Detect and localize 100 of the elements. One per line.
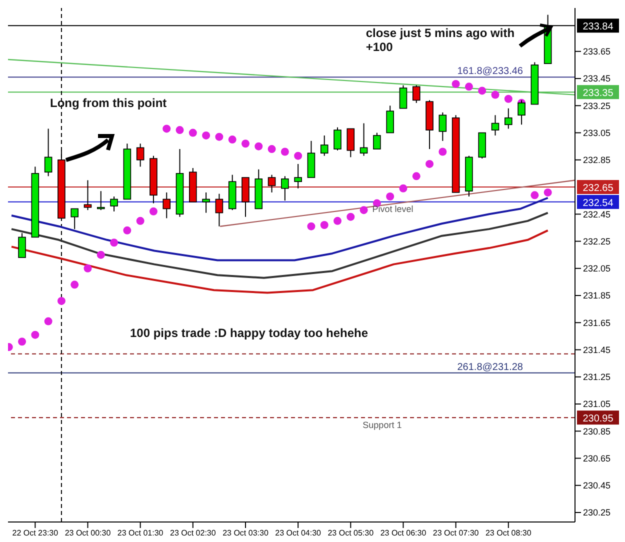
y-tick-label: 231.45	[583, 344, 611, 355]
x-tick-label: 23 Oct 07:30	[432, 528, 480, 538]
candlestick	[162, 192, 171, 219]
ref-line-label: 232.65	[582, 183, 614, 194]
ref-line-label: 230.95	[582, 414, 614, 425]
y-tick-label: 232.85	[583, 155, 611, 166]
y-tick-label: 232.45	[583, 209, 611, 220]
ref-line-label: 233.84	[582, 22, 614, 33]
point	[334, 216, 342, 225]
candlestick	[84, 180, 92, 211]
point	[530, 191, 539, 200]
y-tick-label: 230.85	[583, 426, 611, 436]
x-tick-label: 23 Oct 03:30	[222, 528, 269, 538]
point	[188, 128, 197, 137]
point	[18, 338, 26, 346]
point	[241, 140, 250, 148]
point	[544, 188, 552, 196]
y-tick-label: 231.05	[583, 399, 611, 410]
y-tick-label: 233.45	[583, 74, 611, 84]
ref-line-label: 161.8@233.46	[457, 66, 524, 78]
point	[162, 124, 171, 133]
candlestick	[96, 190, 105, 211]
point	[123, 226, 132, 234]
x-tick-label: 23 Oct 06:30	[380, 528, 427, 538]
point	[268, 145, 276, 154]
y-tick-label: 231.25	[583, 372, 611, 382]
point	[399, 184, 408, 192]
candlestick	[412, 84, 420, 104]
point	[228, 136, 236, 144]
candlestick	[281, 176, 289, 202]
point	[412, 172, 420, 180]
point	[96, 250, 105, 259]
point	[386, 192, 394, 201]
annotation: Long from this point	[50, 96, 168, 110]
candlestick	[386, 105, 394, 134]
x-tick-label: 23 Oct 04:30	[275, 528, 322, 538]
x-tick-label: 23 Oct 00:30	[64, 528, 112, 538]
ref-line-label: 261.8@231.28	[457, 362, 524, 373]
candlestick	[504, 108, 512, 130]
point	[346, 212, 355, 221]
candlestick	[491, 114, 500, 136]
ref-line-label: 233.35	[582, 88, 614, 100]
y-tick-label: 230.65	[583, 453, 611, 464]
point	[438, 148, 447, 156]
point	[320, 220, 328, 229]
point	[280, 148, 289, 156]
y-tick-label: 232.05	[583, 264, 611, 274]
point	[254, 142, 263, 150]
point	[307, 222, 316, 230]
point	[176, 126, 184, 134]
x-tick-label: 23 Oct 02:30	[170, 528, 216, 538]
candlestick	[18, 232, 26, 258]
point	[464, 82, 473, 91]
x-tick-label: 23 Oct 05:30	[328, 528, 374, 538]
point	[452, 80, 460, 88]
annotation: 100 pips trade :D happy today too hehehe	[130, 326, 370, 340]
point	[504, 94, 512, 103]
point	[136, 216, 144, 225]
candlestick	[360, 122, 368, 156]
point	[31, 330, 40, 339]
candlestick	[70, 208, 79, 230]
candlestick	[320, 134, 328, 156]
annotation: Pivot level	[371, 204, 414, 214]
point	[215, 132, 224, 141]
point	[84, 264, 92, 272]
candlestick	[202, 192, 210, 214]
x-tick-label: 23 Oct 01:30	[117, 528, 164, 538]
x-tick-label: 22 Oct 23:30	[12, 528, 59, 538]
point	[491, 90, 500, 99]
candlestick	[346, 128, 355, 158]
ref-line-label: 232.54	[582, 198, 614, 209]
candlestick	[399, 84, 408, 109]
annotation: close just 5 mins ago with +100	[366, 26, 516, 54]
point	[110, 238, 118, 247]
point	[426, 160, 434, 168]
candlestick	[373, 132, 381, 150]
annotation: Support 1	[362, 420, 403, 430]
point	[149, 207, 158, 216]
point	[360, 206, 368, 214]
candlestick	[268, 174, 276, 193]
y-tick-label: 230.25	[583, 508, 611, 518]
point	[57, 296, 66, 305]
y-tick-label: 231.65	[583, 318, 611, 328]
y-tick-label: 230.45	[583, 480, 611, 491]
candlestick	[136, 143, 144, 168]
candlestick	[44, 128, 52, 177]
y-tick-label: 233.65	[583, 46, 611, 57]
x-tick-label: 23 Oct 08:30	[485, 528, 532, 538]
point	[44, 317, 52, 326]
candlestick	[215, 193, 224, 227]
candlestick	[334, 126, 342, 151]
y-tick-label: 233.25	[583, 100, 611, 111]
point	[478, 86, 486, 95]
point	[70, 280, 79, 289]
point	[202, 131, 210, 140]
point	[294, 152, 302, 160]
candlestick	[110, 196, 118, 212]
y-tick-label: 231.85	[583, 290, 611, 301]
y-tick-label: 233.05	[583, 128, 611, 138]
y-tick-label: 232.25	[583, 236, 611, 246]
